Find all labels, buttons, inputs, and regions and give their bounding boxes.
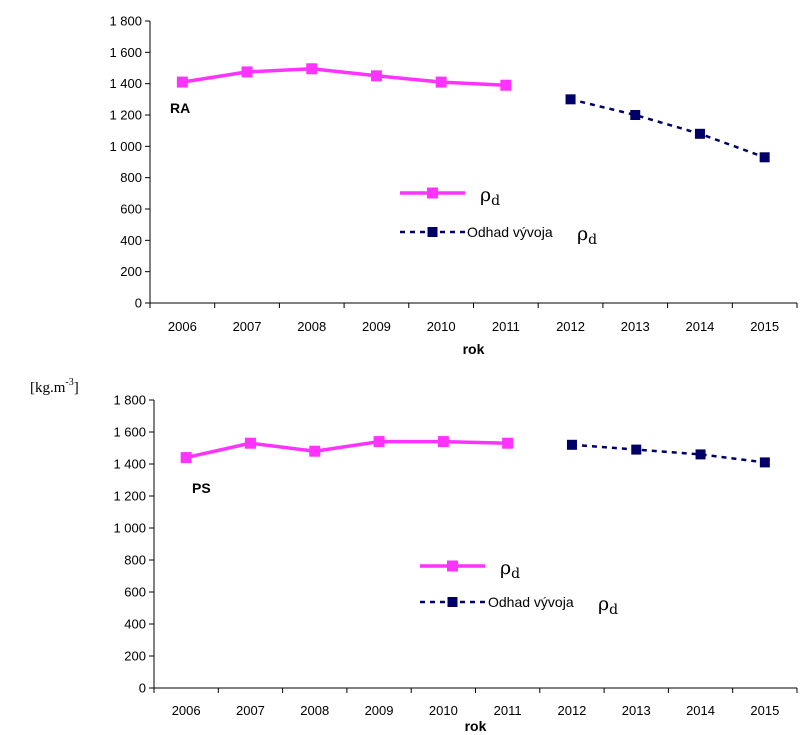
legend-marker	[447, 597, 458, 607]
x-tick-label: 2006	[172, 703, 201, 718]
unit-label: [kg.m-3]	[30, 377, 79, 396]
y-tick-label: 1 800	[113, 393, 146, 408]
x-tick-label: 2013	[622, 703, 651, 718]
chart-panel-ra: 0 200 400 600 800 1 000 1 200 1 400 1 600 1 800 20…	[109, 14, 798, 357]
legend-marker	[427, 187, 438, 199]
y-tick-label: 200	[120, 264, 142, 279]
y-tick-label: 0	[135, 296, 142, 311]
data-point-measured	[502, 437, 514, 449]
x-tick-label: 2006	[168, 319, 197, 334]
data-point-estimate	[759, 457, 770, 468]
series-line-estimate	[570, 98, 766, 159]
x-tick-label: 2010	[427, 319, 456, 334]
data-point-measured	[500, 79, 512, 91]
x-tick-label: 2011	[494, 703, 522, 718]
x-tick-label: 2009	[362, 319, 391, 334]
legend-label-symbol: ρd	[480, 184, 500, 209]
x-tick-label: 2015	[750, 319, 779, 334]
y-tick-label: 600	[124, 585, 146, 600]
legend-label: Odhad vývoja	[488, 594, 574, 610]
x-tick-label: 2007	[233, 319, 262, 334]
data-point-estimate	[565, 94, 576, 105]
y-tick-label: 600	[120, 202, 142, 217]
x-tick-label: 2012	[557, 703, 586, 718]
data-point-measured	[373, 436, 385, 448]
data-point-measured	[435, 76, 447, 88]
series-line-measured	[185, 439, 508, 460]
y-tick-label: 1 000	[109, 139, 142, 154]
y-tick-label: 1 200	[113, 489, 146, 504]
legend-entry-estimate: Odhad vývoja ρd	[400, 223, 597, 248]
x-axis-title: rok	[465, 718, 487, 734]
x-tick-label: 2009	[365, 703, 394, 718]
y-tick-label: 200	[124, 649, 146, 664]
x-tick-label: 2007	[236, 703, 265, 718]
unit-label-sup: -3	[65, 377, 73, 388]
data-point-estimate	[631, 444, 642, 455]
y-tick-label: 400	[120, 233, 142, 248]
x-tick-label: 2014	[686, 703, 715, 718]
data-point-measured	[180, 452, 192, 464]
x-tick-label: 2010	[429, 703, 458, 718]
data-point-measured	[241, 66, 253, 78]
data-point-estimate	[695, 449, 706, 460]
legend-label-symbol: ρd	[577, 223, 597, 248]
legend-label: Odhad vývoja	[467, 224, 553, 240]
unit-label-base: [kg.m	[30, 380, 66, 396]
y-tick-label: 1 800	[109, 14, 142, 29]
legend-label-symbol: ρd	[500, 557, 520, 582]
data-point-measured	[437, 436, 449, 448]
y-tick-label: 0	[139, 681, 146, 696]
data-point-measured	[244, 437, 256, 449]
y-tick-label: 400	[124, 617, 146, 632]
legend-label-symbol: ρd	[598, 593, 618, 618]
data-point-estimate	[694, 128, 705, 139]
x-axis-title: rok	[463, 341, 485, 357]
y-tick-label: 800	[120, 170, 142, 185]
data-point-estimate	[759, 152, 770, 163]
data-point-measured	[306, 63, 318, 75]
chart-panel-ps: 0 200 400 600 800 1 000 1 200 1 400 1 600 1 800 20…	[113, 393, 798, 734]
legend-marker	[427, 227, 438, 237]
unit-label-close: ]	[74, 380, 79, 396]
panel-label: RA	[170, 100, 190, 116]
x-tick-label: 2008	[300, 703, 329, 718]
data-point-measured	[176, 76, 188, 88]
data-point-estimate	[630, 110, 641, 120]
legend-marker	[447, 560, 458, 572]
y-tick-label: 1 600	[113, 425, 146, 440]
x-tick-label: 2011	[492, 319, 520, 334]
data-point-measured	[309, 445, 321, 457]
y-tick-label: 1 200	[109, 108, 142, 123]
legend-entry-estimate: Odhad vývoja ρd	[420, 593, 618, 618]
y-tick-label: 800	[124, 553, 146, 568]
x-tick-label: 2014	[685, 319, 714, 334]
y-tick-label: 1 000	[113, 521, 146, 536]
x-tick-label: 2008	[297, 319, 326, 334]
data-point-estimate	[566, 439, 577, 450]
y-tick-label: 1 600	[109, 45, 142, 60]
data-point-measured	[370, 70, 382, 82]
legend-entry-measured: ρd	[420, 557, 520, 582]
series-line-measured	[182, 67, 506, 87]
series-line-estimate	[571, 443, 766, 464]
panel-label: PS	[192, 480, 211, 496]
x-tick-label: 2013	[621, 319, 650, 334]
y-tick-label: 1 400	[113, 457, 146, 472]
y-tick-label: 1 400	[109, 76, 142, 91]
x-tick-label: 2012	[556, 319, 585, 334]
x-tick-label: 2015	[750, 703, 779, 718]
legend-entry-measured: ρd	[400, 184, 500, 209]
